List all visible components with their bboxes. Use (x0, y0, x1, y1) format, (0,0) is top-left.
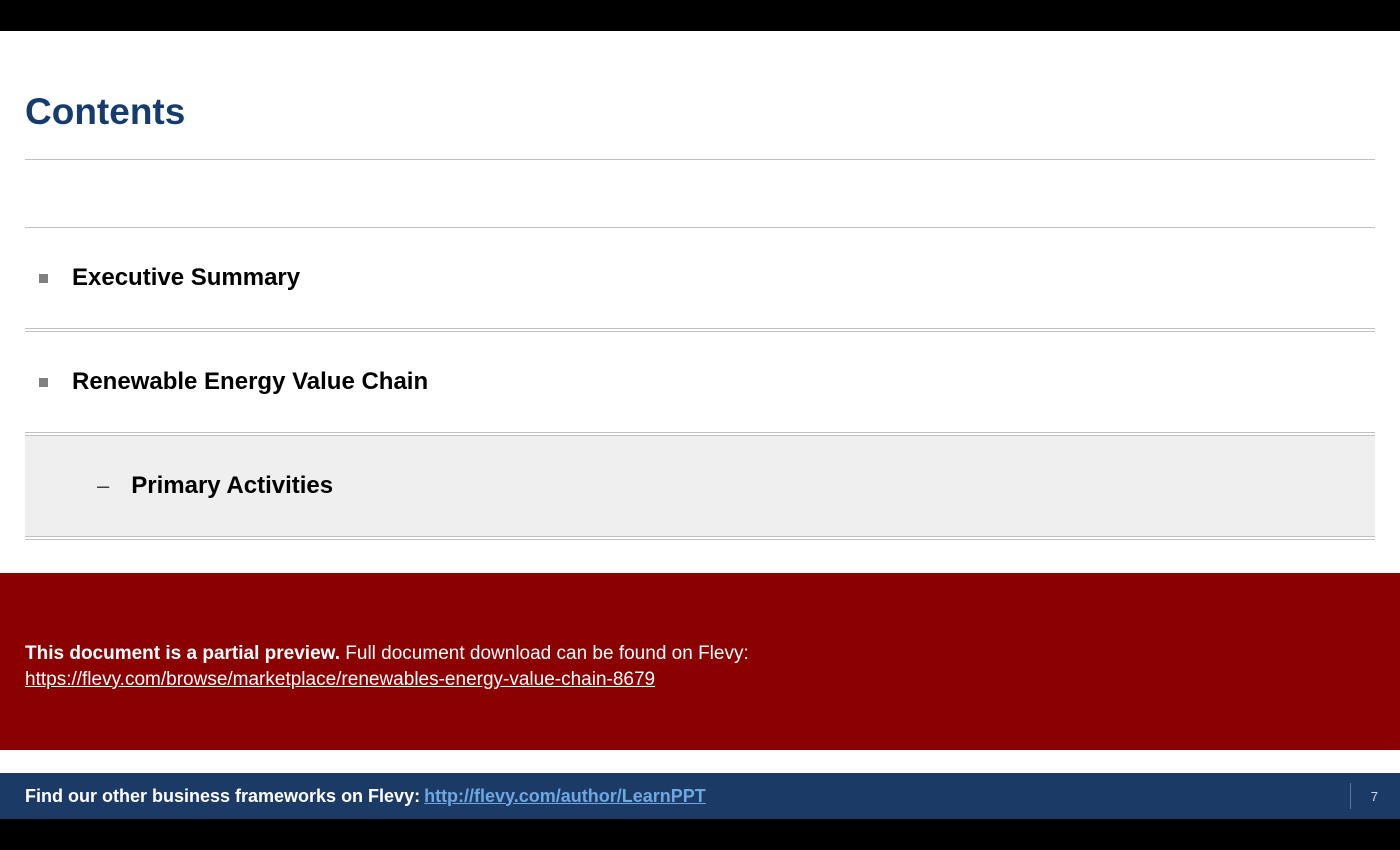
contents-row-label: Renewable Energy Value Chain (72, 368, 428, 396)
title-underline (25, 159, 1375, 160)
footer-text: Find our other business frameworks on Fl… (25, 786, 420, 807)
dash-bullet-icon: – (97, 473, 109, 499)
contents-row-label: Primary Activities (131, 472, 333, 500)
page-number-wrap: 7 (1350, 773, 1378, 819)
page-number: 7 (1371, 789, 1378, 804)
banner-link[interactable]: https://flevy.com/browse/marketplace/ren… (25, 669, 655, 690)
footer-separator (1350, 783, 1351, 809)
square-bullet-icon (39, 378, 48, 387)
banner-bold: This document is a partial preview. (25, 643, 340, 664)
contents-row: Executive Summary (25, 227, 1375, 329)
contents-row-label: Executive Summary (72, 264, 300, 292)
footer-link[interactable]: http://flevy.com/author/LearnPPT (424, 786, 706, 807)
page-title: Contents (25, 91, 185, 133)
preview-banner: This document is a partial preview. Full… (0, 573, 1400, 750)
contents-row: Renewable Energy Value Chain (25, 331, 1375, 433)
square-bullet-icon (39, 274, 48, 283)
banner-rest: Full document download can be found on F… (340, 643, 749, 664)
footer: Find our other business frameworks on Fl… (0, 773, 1400, 819)
contents-row: –Primary Activities (25, 435, 1375, 537)
